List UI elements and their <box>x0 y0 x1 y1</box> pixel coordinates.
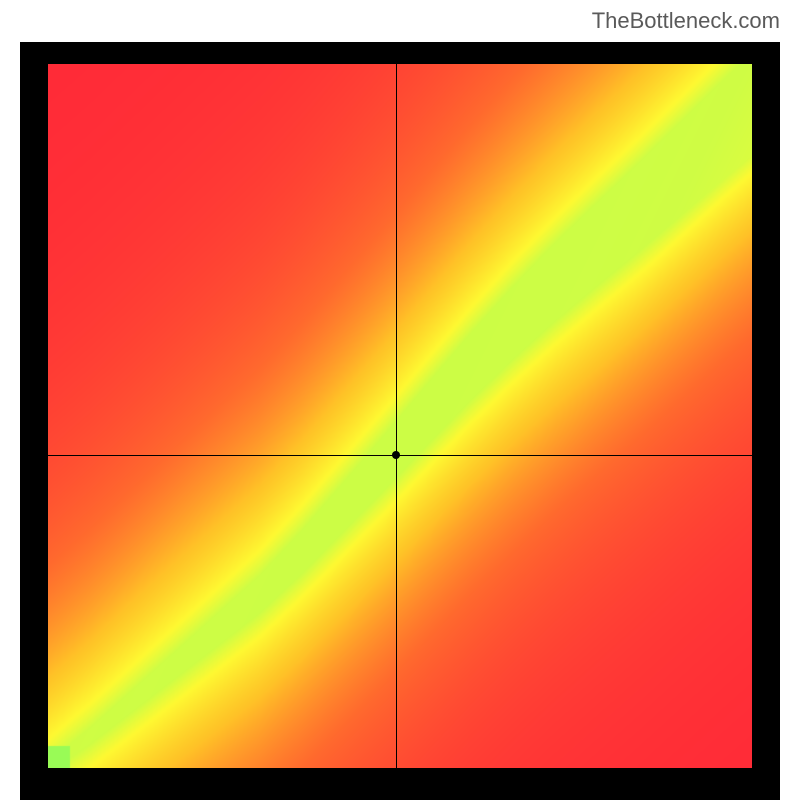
heatmap-canvas <box>48 64 752 768</box>
crosshair-vertical <box>396 64 397 768</box>
watermark-text: TheBottleneck.com <box>592 8 780 34</box>
plot-area <box>48 64 752 768</box>
chart-frame <box>20 42 780 800</box>
marker-dot <box>392 451 400 459</box>
chart-container: TheBottleneck.com <box>0 0 800 800</box>
